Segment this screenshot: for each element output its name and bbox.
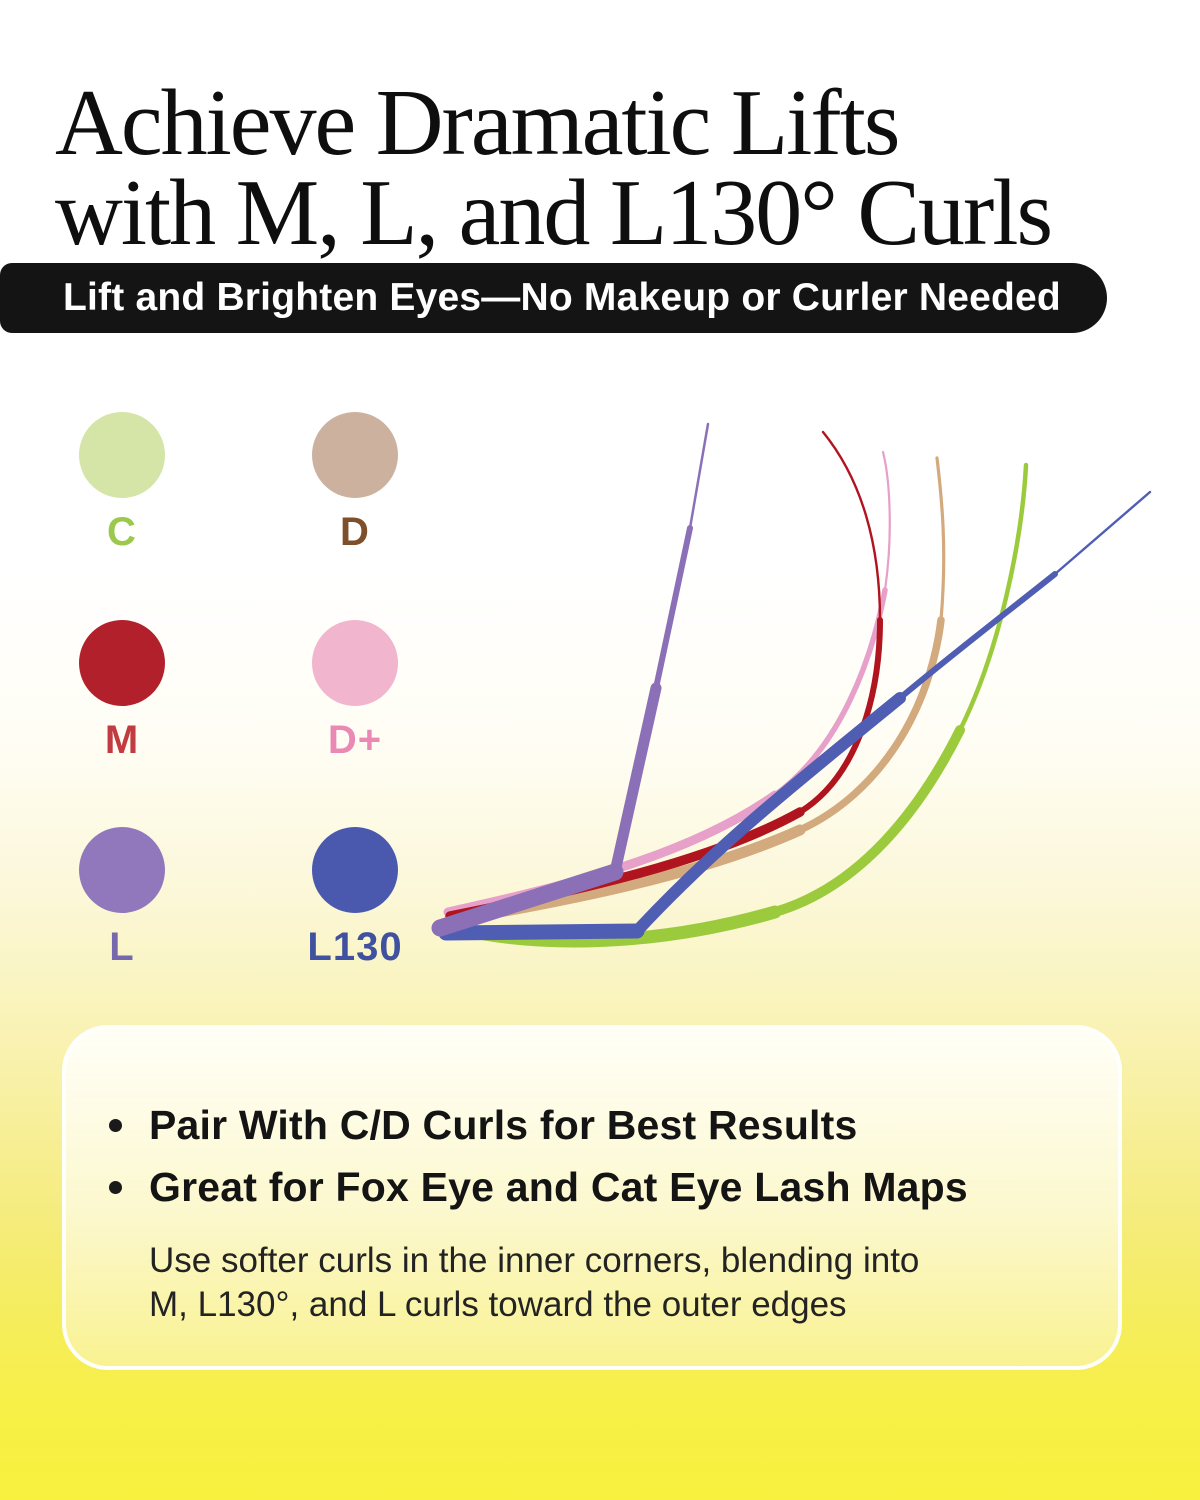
legend-label-m: M	[104, 718, 140, 762]
legend-label-l: L	[109, 925, 135, 969]
bullet-text-2: Great for Fox Eye and Cat Eye Lash Maps	[149, 1163, 968, 1210]
info-card: Pair With C/D Curls for Best Results Gre…	[62, 1025, 1122, 1370]
bullet-dot-icon	[109, 1118, 122, 1132]
bullet-item-1: Pair With C/D Curls for Best Results	[109, 1099, 1118, 1151]
bullet-text-1: Pair With C/D Curls for Best Results	[149, 1101, 858, 1148]
title-line-2: with M, L, and L130° Curls	[55, 161, 1053, 265]
curve-l130	[438, 490, 1152, 941]
curve-c	[439, 462, 1029, 948]
legend-circle-d	[312, 412, 398, 498]
page-title: Achieve Dramatic Lifts with M, L, and L1…	[55, 71, 1053, 265]
legend-label-d-plus: D+	[327, 718, 383, 762]
legend-item-l: L	[37, 827, 207, 970]
legend-circle-m	[79, 620, 165, 706]
legend-label-l130: L130	[307, 925, 403, 969]
note-line-1: Use softer curls in the inner corners, b…	[149, 1241, 920, 1280]
bullet-dot-icon	[109, 1180, 122, 1194]
legend-circle-c	[79, 412, 165, 498]
curve-d-plus	[443, 450, 891, 917]
legend-label-c: C	[107, 510, 137, 554]
curve-d	[444, 456, 946, 927]
legend-item-l130: L130	[270, 827, 440, 970]
legend-label-d: D	[340, 510, 370, 554]
legend-item-c: C	[37, 412, 207, 555]
legend-circle-l130	[312, 827, 398, 913]
note-line-2: M, L130°, and L curls toward the outer e…	[149, 1285, 847, 1324]
legend-item-m: M	[37, 620, 207, 763]
legend-circle-l	[79, 827, 165, 913]
curve-l	[431, 422, 710, 937]
bullet-item-2: Great for Fox Eye and Cat Eye Lash Maps	[109, 1161, 1118, 1213]
subtitle-banner: Lift and Brighten Eyes—No Makeup or Curl…	[0, 263, 1107, 333]
note-text: Use softer curls in the inner corners, b…	[149, 1239, 1118, 1327]
legend-circle-d-plus	[312, 620, 398, 706]
title-line-1: Achieve Dramatic Lifts	[55, 71, 900, 175]
legend-item-d: D	[270, 412, 440, 555]
curve-m	[445, 430, 883, 921]
subtitle-banner-text: Lift and Brighten Eyes—No Makeup or Curl…	[63, 276, 1061, 319]
legend-item-d-plus: D+	[270, 620, 440, 763]
